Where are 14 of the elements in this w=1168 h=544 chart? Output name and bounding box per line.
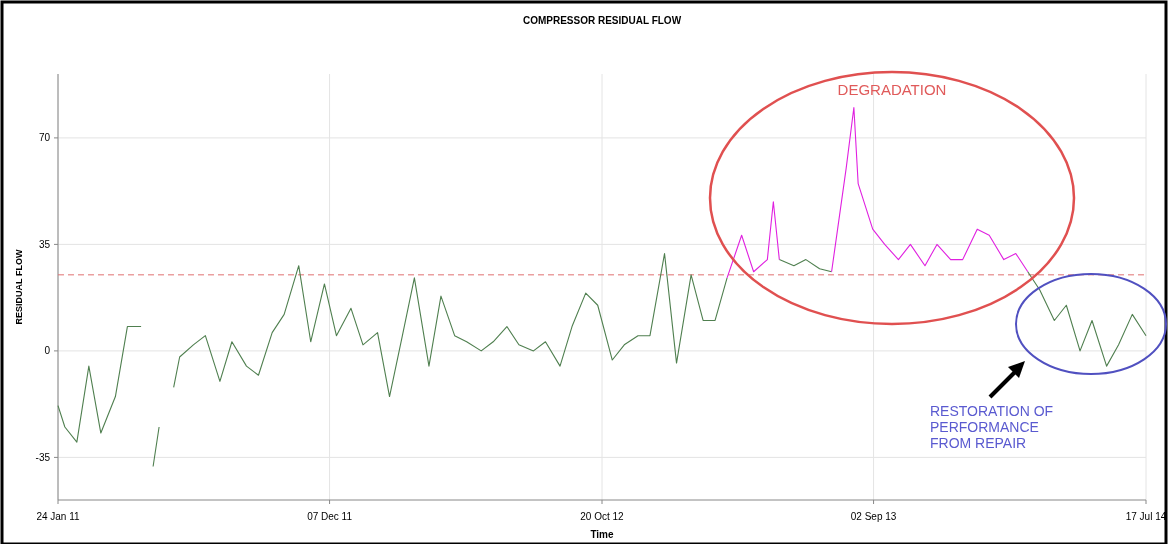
x-tick-label: 17 Jul 14 [1125, 511, 1167, 522]
y-tick-label: 35 [38, 238, 51, 250]
y-axis-title: RESIDUAL FLOW [14, 249, 24, 325]
annotation: RESTORATION OF PERFORMANCE FROM REPAIR [930, 403, 1054, 451]
annotation: DEGRADATION [837, 81, 947, 98]
chart-title: COMPRESSOR RESIDUAL FLOW [522, 15, 682, 26]
x-axis-title: Time [590, 529, 615, 540]
y-tick-label: 0 [44, 345, 51, 357]
x-tick-label: 07 Dec 11 [307, 511, 353, 522]
x-tick-label: 02 Sep 13 [850, 511, 897, 522]
x-tick-label: 20 Oct 12 [580, 511, 625, 522]
x-tick-label: 24 Jan 11 [36, 511, 81, 522]
y-tick-label: 70 [38, 132, 51, 144]
y-tick-label: -35 [35, 451, 51, 463]
